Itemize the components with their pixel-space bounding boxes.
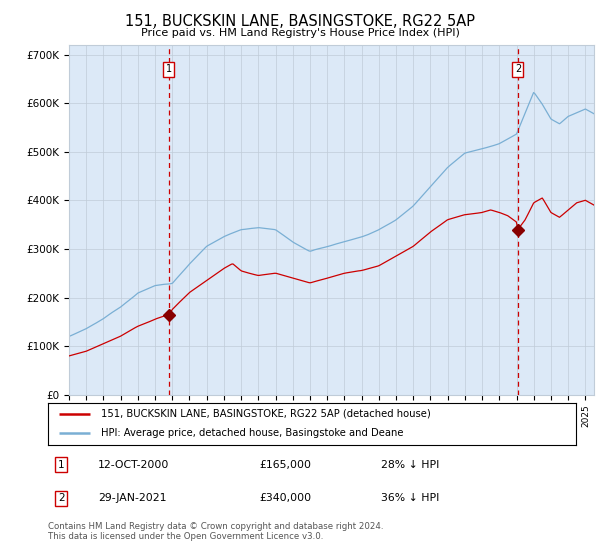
Text: 29-JAN-2021: 29-JAN-2021 (98, 493, 167, 503)
Text: 1: 1 (166, 64, 172, 74)
Text: 12-OCT-2000: 12-OCT-2000 (98, 460, 170, 469)
Text: £340,000: £340,000 (259, 493, 311, 503)
Text: 36% ↓ HPI: 36% ↓ HPI (380, 493, 439, 503)
Text: 151, BUCKSKIN LANE, BASINGSTOKE, RG22 5AP: 151, BUCKSKIN LANE, BASINGSTOKE, RG22 5A… (125, 14, 475, 29)
Text: Contains HM Land Registry data © Crown copyright and database right 2024.
This d: Contains HM Land Registry data © Crown c… (48, 522, 383, 542)
Text: 1: 1 (58, 460, 65, 469)
Text: 28% ↓ HPI: 28% ↓ HPI (380, 460, 439, 469)
Text: HPI: Average price, detached house, Basingstoke and Deane: HPI: Average price, detached house, Basi… (101, 428, 403, 438)
Text: 151, BUCKSKIN LANE, BASINGSTOKE, RG22 5AP (detached house): 151, BUCKSKIN LANE, BASINGSTOKE, RG22 5A… (101, 409, 431, 419)
Text: 2: 2 (515, 64, 521, 74)
Text: Price paid vs. HM Land Registry's House Price Index (HPI): Price paid vs. HM Land Registry's House … (140, 28, 460, 38)
Text: £165,000: £165,000 (259, 460, 311, 469)
Text: 2: 2 (58, 493, 65, 503)
